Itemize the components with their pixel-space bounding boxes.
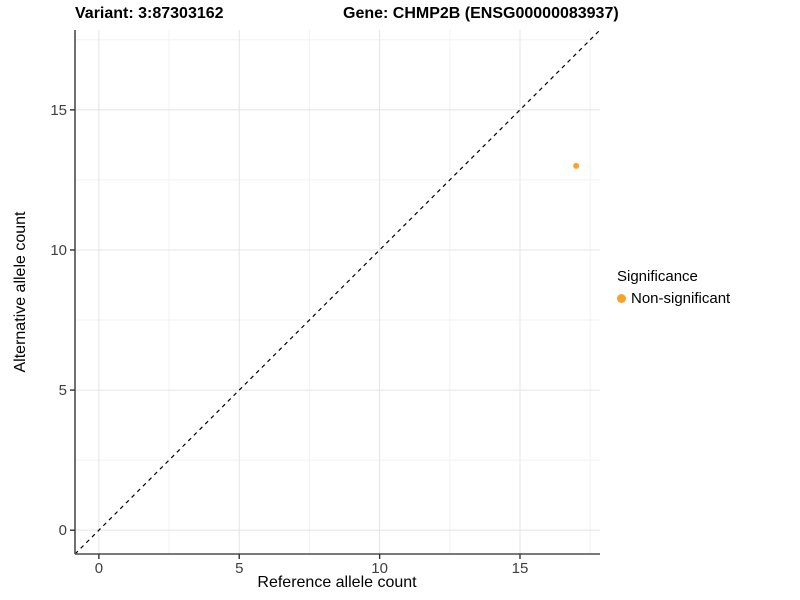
grid-minor bbox=[75, 30, 600, 554]
legend-item-non-significant: Non-significant bbox=[617, 290, 730, 307]
axis-lines bbox=[74, 30, 600, 555]
svg-text:10: 10 bbox=[50, 242, 67, 259]
legend: Significance Non-significant bbox=[617, 268, 730, 307]
gene-title: Gene: CHMP2B (ENSG00000083937) bbox=[343, 5, 619, 22]
svg-text:0: 0 bbox=[95, 560, 103, 577]
y-axis-title: Alternative allele count bbox=[12, 211, 29, 373]
x-axis-ticks: 0 5 10 15 bbox=[95, 554, 529, 577]
svg-text:15: 15 bbox=[50, 102, 67, 119]
data-points bbox=[573, 162, 580, 169]
svg-text:5: 5 bbox=[59, 382, 67, 399]
svg-text:5: 5 bbox=[235, 560, 243, 577]
y-axis-ticks: 0 5 10 15 bbox=[50, 102, 75, 539]
variant-title: Variant: 3:87303162 bbox=[75, 5, 224, 22]
svg-text:15: 15 bbox=[512, 560, 529, 577]
legend-title: Significance bbox=[617, 268, 698, 285]
legend-item-label: Non-significant bbox=[631, 290, 731, 307]
svg-text:0: 0 bbox=[59, 522, 67, 539]
grid-major bbox=[75, 30, 600, 554]
legend-point-icon bbox=[617, 294, 626, 303]
x-axis-title: Reference allele count bbox=[257, 574, 417, 591]
identity-reference-line bbox=[74, 29, 601, 555]
svg-text:10: 10 bbox=[371, 560, 388, 577]
data-point bbox=[573, 162, 580, 169]
